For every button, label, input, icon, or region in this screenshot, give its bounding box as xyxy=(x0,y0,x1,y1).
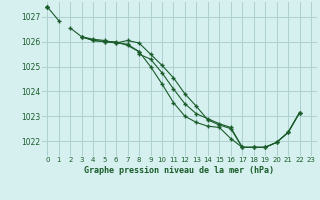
X-axis label: Graphe pression niveau de la mer (hPa): Graphe pression niveau de la mer (hPa) xyxy=(84,166,274,175)
